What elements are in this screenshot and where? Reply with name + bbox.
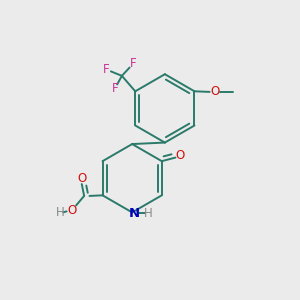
Text: O: O (210, 85, 219, 98)
Text: N: N (128, 206, 140, 220)
Text: F: F (103, 63, 110, 76)
Text: F: F (130, 57, 136, 70)
Text: O: O (176, 149, 185, 162)
Text: H: H (144, 206, 153, 220)
Text: H: H (56, 206, 65, 219)
Text: O: O (77, 172, 86, 185)
Text: O: O (67, 204, 76, 217)
Text: F: F (112, 82, 119, 95)
